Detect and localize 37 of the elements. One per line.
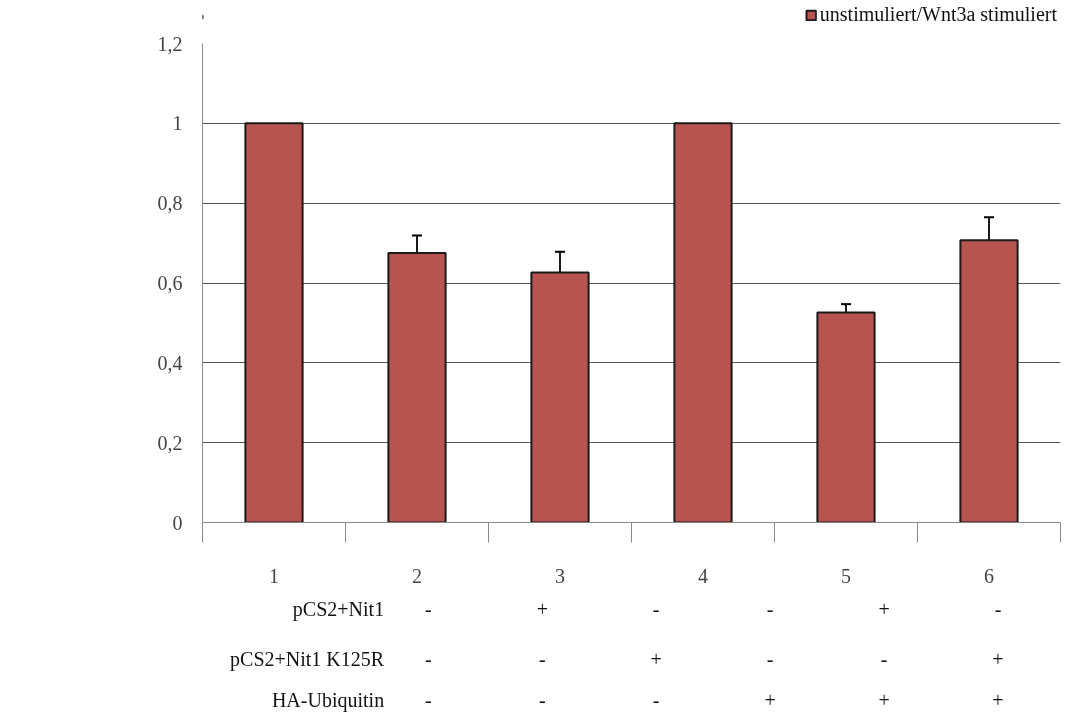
y-tick-label: 0,6 [157,272,183,294]
x-tick-label: 6 [984,564,994,587]
text: - [425,688,432,711]
text: - [766,597,774,620]
y-tick-label: 0,2 [157,431,183,454]
text: - [538,688,546,711]
x-tick-label: 1 [269,564,279,587]
x-tick-label: 4 [698,564,708,587]
text: pCS2+Nit1 K125R [230,647,385,671]
y-tick-label: 0 [172,511,183,534]
text: - [425,647,432,670]
text: + [878,597,890,620]
text: - [425,597,432,620]
text: + [992,647,1004,670]
text: HA-Ubiquitin [271,688,385,712]
text: + [650,647,662,670]
text: + [878,688,890,711]
text: + [992,688,1004,711]
text: - [652,688,660,711]
text: - [994,597,1002,620]
y-tick-label: 1 [172,112,183,135]
text: + [764,688,776,711]
y-tick-label: 0,8 [157,192,183,215]
y-tick-label: 1,2 [157,32,183,55]
bar [673,122,733,523]
x-tick-label: 2 [412,564,422,587]
text: + [536,597,548,620]
legend-label: unstimuliert/Wnt3a stimuliert [819,3,1057,26]
text: - [766,647,774,670]
y-tick-label: 0,4 [157,351,183,374]
text: - [880,647,888,670]
text: - [538,647,546,670]
x-tick-label: 5 [841,564,851,587]
text: pCS2+Nit1 [292,597,385,621]
text: - [652,597,660,620]
x-tick-label: 3 [555,564,565,587]
bar [244,122,304,523]
